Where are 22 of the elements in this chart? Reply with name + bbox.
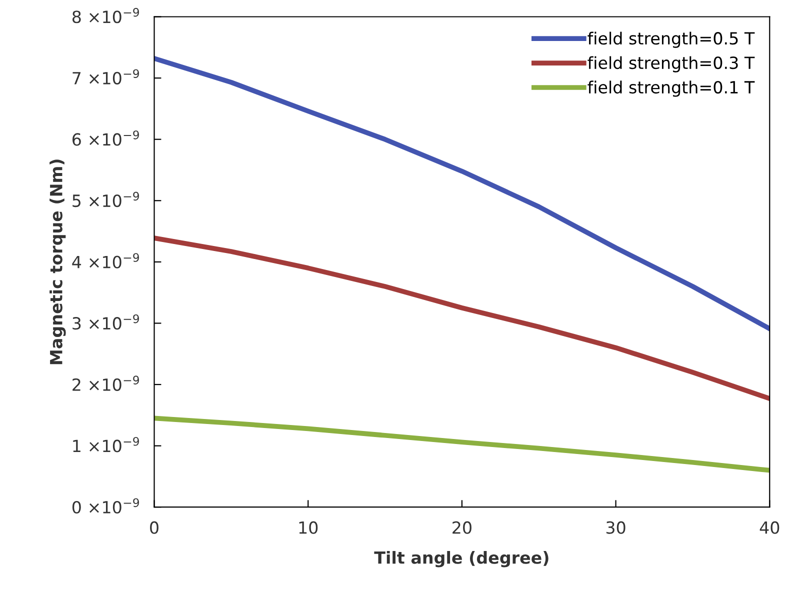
x-tick-label: 40 bbox=[760, 521, 780, 534]
x-tick-label: 10 bbox=[299, 521, 318, 534]
x-tick-label: 30 bbox=[606, 521, 626, 534]
y-tick-label: 4 ×10$^{−9}$ bbox=[72, 253, 139, 268]
y-axis-title: Magnetic torque (Nm) bbox=[50, 160, 66, 364]
y-tick-label: 8 ×10$^{−9}$ bbox=[72, 8, 139, 24]
y-tick-label: 7 ×10$^{−9}$ bbox=[72, 69, 139, 84]
x-tick-label: 0 bbox=[150, 521, 158, 534]
x-axis-title: Tilt angle (degree) bbox=[374, 551, 548, 568]
y-tick-label: 2 ×10$^{−9}$ bbox=[72, 376, 139, 391]
legend-label: field strength=0.1 T bbox=[588, 80, 755, 97]
y-tick-label: 1 ×10$^{−9}$ bbox=[73, 436, 139, 452]
line-series bbox=[154, 56, 770, 332]
y-tick-label: 5 ×10$^{−9}$ bbox=[72, 192, 139, 208]
legend-label: field strength=0.5 T bbox=[588, 32, 755, 48]
line-series bbox=[154, 236, 770, 402]
y-tick-label: 3 ×10$^{−9}$ bbox=[72, 314, 139, 330]
y-tick-label: 0 ×10$^{−9}$ bbox=[72, 498, 139, 514]
x-tick-label: 20 bbox=[452, 521, 472, 534]
y-tick-label: 6 ×10$^{−9}$ bbox=[72, 130, 139, 146]
line-series bbox=[154, 416, 770, 473]
legend-label: field strength=0.3 T bbox=[588, 56, 755, 72]
